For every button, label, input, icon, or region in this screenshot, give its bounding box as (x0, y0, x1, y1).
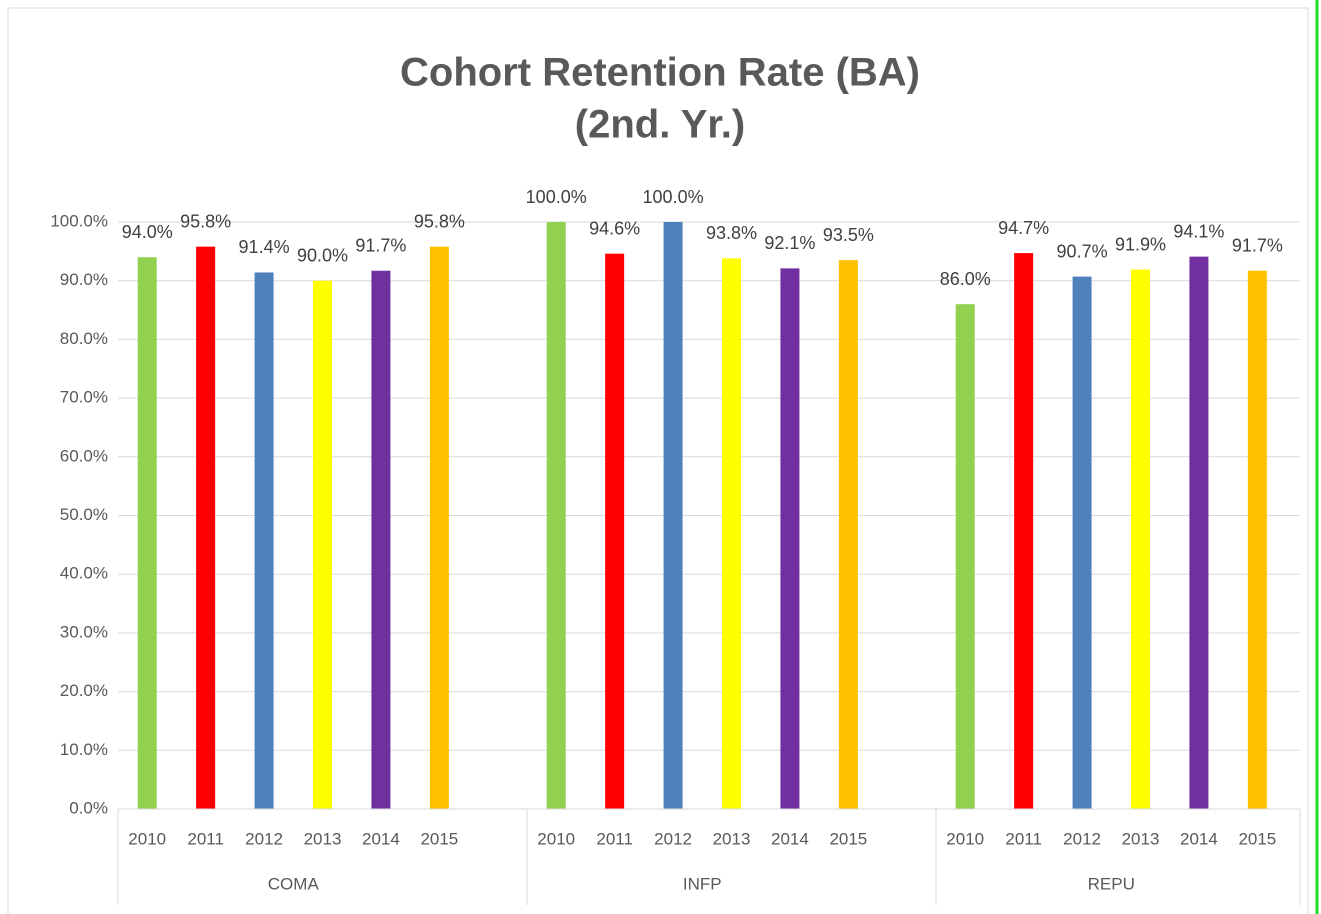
bar (605, 253, 625, 809)
data-label: 92.1% (764, 233, 815, 253)
bar (838, 260, 858, 809)
data-label: 93.5% (823, 225, 874, 245)
y-tick-label: 80.0% (60, 329, 108, 348)
x-tick-label: 2013 (304, 829, 342, 848)
bar (254, 272, 274, 809)
data-label: 90.7% (1057, 241, 1108, 261)
bar (313, 280, 332, 809)
bar (1189, 256, 1209, 809)
x-tick-label: 2014 (362, 829, 400, 848)
bar (780, 268, 800, 809)
data-label: 100.0% (526, 187, 587, 207)
x-tick-label: 2011 (187, 829, 224, 848)
bar (1072, 276, 1092, 809)
chart-title: Cohort Retention Rate (BA) (400, 51, 920, 95)
y-tick-label: 40.0% (60, 564, 108, 583)
x-tick-label: 2010 (946, 829, 984, 848)
x-tick-label: 2012 (245, 829, 283, 848)
data-label: 91.4% (239, 237, 290, 257)
bar (1247, 270, 1267, 809)
y-tick-label: 100.0% (50, 211, 108, 230)
x-tick-label: 2012 (654, 829, 692, 848)
data-label: 91.9% (1115, 234, 1166, 254)
y-tick-label: 50.0% (60, 505, 108, 524)
chart-frame (7, 7, 1309, 914)
x-tick-label: 2013 (1122, 829, 1160, 848)
bar (955, 304, 975, 809)
x-tick-label: 2013 (713, 829, 751, 848)
data-label: 94.1% (1173, 221, 1224, 241)
group-label: REPU (1088, 874, 1135, 893)
bar (371, 270, 391, 809)
x-tick-label: 2014 (1180, 829, 1218, 848)
y-tick-label: 70.0% (60, 388, 108, 407)
bar (429, 246, 449, 810)
x-tick-label: 2010 (128, 829, 166, 848)
x-tick-label: 2010 (537, 829, 575, 848)
x-tick-label: 2012 (1063, 829, 1101, 848)
y-tick-label: 60.0% (60, 446, 108, 465)
data-label: 100.0% (643, 187, 704, 207)
data-label: 94.6% (589, 218, 640, 238)
bar (1131, 269, 1150, 809)
data-label: 91.7% (355, 235, 406, 255)
data-label: 93.8% (706, 223, 757, 243)
x-tick-label: 2011 (596, 829, 633, 848)
y-tick-label: 10.0% (60, 740, 108, 759)
bar (663, 222, 683, 809)
chart-subtitle: (2nd. Yr.) (575, 103, 745, 147)
group-label: COMA (268, 874, 320, 893)
data-label: 86.0% (940, 269, 991, 289)
y-tick-label: 90.0% (60, 270, 108, 289)
data-label: 95.8% (180, 211, 231, 231)
data-label: 94.7% (998, 218, 1049, 238)
x-tick-label: 2015 (829, 829, 867, 848)
data-label: 91.7% (1232, 235, 1283, 255)
bar (196, 246, 216, 810)
bar (722, 258, 741, 809)
data-label: 90.0% (297, 245, 348, 265)
y-tick-label: 20.0% (60, 681, 108, 700)
y-tick-label: 0.0% (69, 798, 108, 817)
x-tick-label: 2014 (771, 829, 809, 848)
bar (137, 257, 157, 810)
x-tick-label: 2011 (1005, 829, 1042, 848)
data-label: 95.8% (414, 211, 465, 231)
x-tick-label: 2015 (420, 829, 458, 848)
bar (546, 222, 566, 809)
group-label: INFP (683, 874, 722, 893)
y-tick-label: 30.0% (60, 622, 108, 641)
x-tick-label: 2015 (1238, 829, 1276, 848)
data-label: 94.0% (122, 222, 173, 242)
bar (1014, 253, 1034, 810)
